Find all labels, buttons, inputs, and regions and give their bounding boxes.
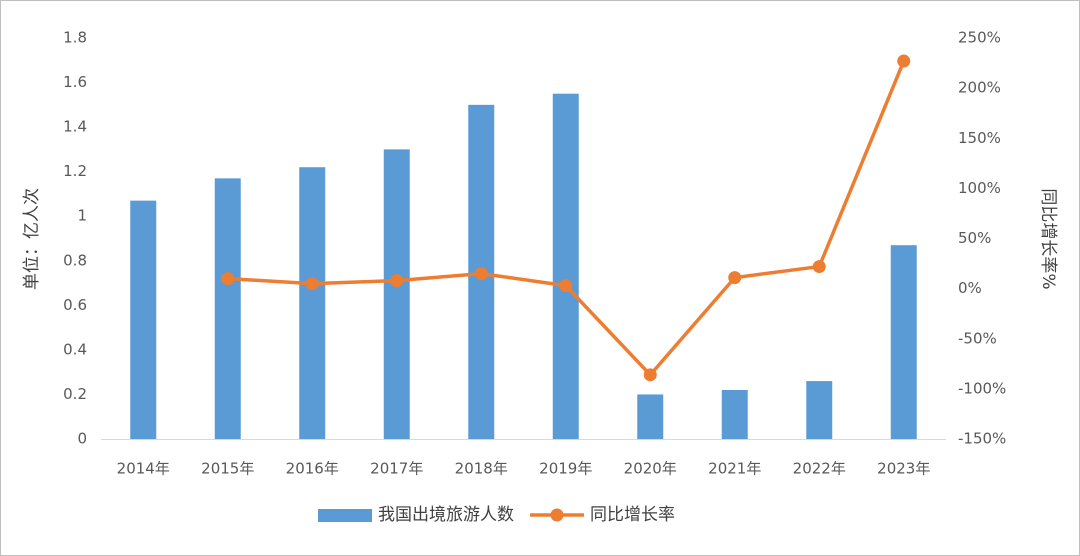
x-tick-label: 2023年	[877, 460, 930, 478]
y-tick-label: 1.4	[63, 118, 87, 136]
x-tick-label: 2019年	[539, 460, 592, 478]
line-marker	[221, 272, 235, 286]
y-axis-label: 单位：亿人次	[22, 188, 42, 290]
y2-tick-label: -150%	[958, 430, 1006, 448]
bar	[130, 200, 157, 439]
line-marker	[897, 54, 911, 68]
y2-axis-label: 同比增长率%	[1038, 188, 1058, 289]
x-tick-label: 2017年	[370, 460, 423, 478]
y2-tick-label: 50%	[958, 229, 991, 247]
y2-tick-label: 100%	[958, 179, 1001, 197]
y-tick-label: 0.6	[63, 296, 87, 314]
legend-swatch	[318, 509, 372, 522]
y-tick-label: 0	[77, 430, 87, 448]
y-tick-label: 1.6	[63, 73, 87, 91]
line-marker	[643, 368, 657, 382]
line-marker	[728, 271, 742, 285]
y-tick-label: 1.2	[63, 162, 87, 180]
bar	[721, 389, 748, 439]
y-tick-label: 0.4	[63, 340, 87, 358]
y-tick-label: 1.8	[63, 29, 87, 47]
x-tick-label: 2015年	[201, 460, 254, 478]
line-marker	[305, 277, 319, 291]
y2-tick-label: 250%	[958, 29, 1001, 47]
y2-tick-label: -100%	[958, 379, 1006, 397]
y2-tick-label: 200%	[958, 79, 1001, 97]
x-tick-label: 2014年	[117, 460, 170, 478]
bar	[806, 381, 833, 439]
bar	[890, 245, 917, 439]
bar	[299, 167, 326, 439]
x-tick-label: 2021年	[708, 460, 761, 478]
y2-tick-label: 0%	[958, 279, 982, 297]
y2-tick-label: 150%	[958, 129, 1001, 147]
x-tick-label: 2020年	[624, 460, 677, 478]
x-tick-label: 2022年	[793, 460, 846, 478]
y-tick-label: 0.2	[63, 385, 87, 403]
y-tick-label: 1	[77, 207, 87, 225]
bar	[637, 394, 664, 439]
line-marker	[390, 274, 404, 288]
line-marker	[559, 279, 573, 293]
bar	[214, 178, 241, 439]
bar	[552, 93, 579, 439]
y-tick-label: 0.8	[63, 251, 87, 269]
y2-tick-label: -50%	[958, 329, 997, 347]
x-tick-label: 2018年	[455, 460, 508, 478]
legend-label: 同比增长率	[590, 505, 675, 525]
x-tick-label: 2016年	[286, 460, 339, 478]
bar	[383, 149, 410, 439]
legend-label: 我国出境旅游人数	[378, 505, 514, 525]
legend-swatch-marker	[550, 508, 564, 522]
line-marker	[812, 260, 826, 274]
line-marker	[474, 267, 488, 281]
